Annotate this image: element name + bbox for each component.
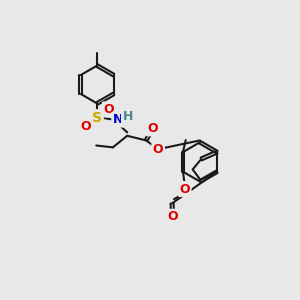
Text: O: O xyxy=(179,182,190,196)
Text: O: O xyxy=(153,143,164,156)
Text: O: O xyxy=(80,120,91,133)
Text: H: H xyxy=(122,110,133,123)
Text: O: O xyxy=(103,103,114,116)
Text: O: O xyxy=(167,210,178,223)
Text: O: O xyxy=(147,122,158,135)
Text: S: S xyxy=(92,111,102,125)
Text: N: N xyxy=(113,113,123,126)
